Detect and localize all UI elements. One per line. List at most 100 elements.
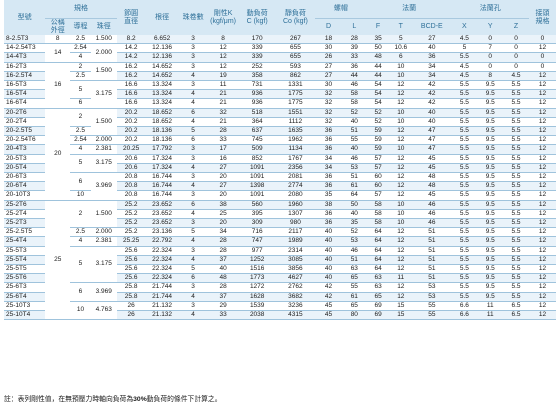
table-cell: 5.5 bbox=[503, 264, 529, 275]
table-cell: 51 bbox=[341, 126, 367, 137]
table-cell: 862 bbox=[275, 71, 316, 82]
table-cell: 0 bbox=[503, 35, 529, 45]
table-cell: 5.5 bbox=[503, 273, 529, 284]
model-cell: 25-10T4 bbox=[4, 310, 46, 321]
table-cell: 40 bbox=[315, 246, 342, 256]
table-cell: 64 bbox=[341, 190, 367, 201]
table-cell: 12 bbox=[528, 227, 556, 238]
table-cell: 1307 bbox=[275, 209, 316, 220]
table-cell: 9.5 bbox=[477, 163, 504, 174]
table-cell: 12 bbox=[207, 62, 239, 72]
table-cell: 25.8 bbox=[116, 292, 146, 302]
header-T: T bbox=[389, 18, 413, 35]
table-cell: 5.5 bbox=[451, 236, 478, 247]
table-cell: 637 bbox=[238, 126, 276, 137]
model-cell: 16-5T3 bbox=[4, 80, 46, 91]
table-cell: 5.5 bbox=[503, 236, 529, 247]
table-cell-merged: 4 bbox=[70, 236, 91, 247]
table-cell: 12 bbox=[389, 135, 413, 146]
table-cell: 3682 bbox=[275, 292, 316, 302]
table-cell: 33 bbox=[341, 52, 367, 63]
table-cell: 4 bbox=[178, 292, 208, 302]
table-cell: 5.5 bbox=[503, 144, 529, 155]
table-row: 25-4T4 4 2.381 25.25 22.792 4 28 747 1989 40 53 64 1… bbox=[4, 236, 556, 247]
table-cell: 65 bbox=[341, 301, 367, 312]
table-cell: 5.5 bbox=[503, 80, 529, 91]
table-cell: 339 bbox=[238, 52, 276, 63]
table-cell: 57 bbox=[366, 154, 390, 164]
table-cell: 22.792 bbox=[145, 236, 179, 247]
model-cell: 25-2T6 bbox=[4, 200, 46, 210]
table-cell: 55 bbox=[412, 301, 452, 312]
table-cell: 12 bbox=[528, 301, 556, 312]
table-cell: 28 bbox=[207, 126, 239, 137]
table-cell: 21.132 bbox=[145, 310, 179, 321]
table-cell: 33 bbox=[207, 135, 239, 146]
table-cell: 9.5 bbox=[477, 292, 504, 302]
table-cell: 3085 bbox=[275, 255, 316, 266]
table-cell: 38 bbox=[207, 200, 239, 210]
table-cell: 61 bbox=[341, 292, 367, 302]
table-cell: 34 bbox=[315, 163, 342, 174]
table-cell: 42 bbox=[315, 282, 342, 293]
table-cell: 0 bbox=[503, 52, 529, 63]
table-cell: 16.6 bbox=[116, 98, 146, 109]
table-cell: 51 bbox=[412, 236, 452, 247]
table-cell: 12 bbox=[528, 209, 556, 220]
table-cell: 36 bbox=[315, 135, 342, 146]
table-cell: 593 bbox=[275, 62, 316, 72]
table-cell-merged: 2.54 bbox=[70, 43, 91, 54]
table-cell: 54 bbox=[366, 98, 390, 109]
table-cell: 48 bbox=[412, 181, 452, 192]
table-cell: 34 bbox=[412, 62, 452, 72]
header-lead: 導程 bbox=[70, 18, 91, 35]
table-cell: 48 bbox=[412, 172, 452, 183]
table-cell: 12 bbox=[528, 246, 556, 256]
table-cell: 5.5 bbox=[451, 80, 478, 91]
table-cell: 64 bbox=[366, 227, 390, 238]
table-row: 20-6T4 20.8 16.744 4 27 1398 2774 36 61 60 12 48 5.5… bbox=[4, 181, 556, 192]
table-cell: 34 bbox=[315, 154, 342, 164]
table-cell: 54 bbox=[366, 89, 390, 100]
table-cell: 1272 bbox=[238, 282, 276, 293]
table-cell: 339 bbox=[238, 43, 276, 54]
table-cell: 11 bbox=[477, 301, 504, 312]
table-cell-merged: 2.5 bbox=[70, 126, 91, 137]
table-cell: 8 bbox=[477, 71, 504, 82]
table-cell: 4.5 bbox=[503, 71, 529, 82]
table-cell: 30 bbox=[315, 80, 342, 91]
table-cell: 40 bbox=[315, 236, 342, 247]
model-cell: 25-6T4 bbox=[4, 292, 46, 302]
table-cell: 395 bbox=[238, 209, 276, 220]
table-cell: 40 bbox=[207, 264, 239, 275]
table-cell: 12 bbox=[528, 264, 556, 275]
table-cell-merged: 2.381 bbox=[90, 236, 117, 247]
table-cell: 26 bbox=[116, 301, 146, 312]
table-cell: 12 bbox=[389, 154, 413, 164]
table-cell: 6.6 bbox=[451, 310, 478, 321]
table-cell: 26 bbox=[116, 310, 146, 321]
table-cell: 1635 bbox=[275, 126, 316, 137]
table-cell: 4 bbox=[178, 98, 208, 109]
table-cell: 16.6 bbox=[116, 89, 146, 100]
table-cell: 12.136 bbox=[145, 43, 179, 54]
table-cell: 20.2 bbox=[116, 135, 146, 146]
table-cell: 936 bbox=[238, 98, 276, 109]
table-cell: 51 bbox=[412, 255, 452, 266]
table-cell: 47 bbox=[412, 144, 452, 155]
table-cell: 3 bbox=[178, 172, 208, 183]
table-cell-merged: 14 bbox=[45, 43, 71, 63]
table-cell: 53 bbox=[412, 282, 452, 293]
table-cell: 36 bbox=[315, 218, 342, 229]
table-cell: 58 bbox=[366, 218, 390, 229]
table-cell: 80 bbox=[341, 310, 367, 321]
table-cell-merged: 3.969 bbox=[90, 282, 117, 302]
table-cell: 46 bbox=[412, 218, 452, 229]
table-cell: 35 bbox=[315, 190, 342, 201]
table-cell: 42 bbox=[412, 89, 452, 100]
table-cell-merged: 1.500 bbox=[90, 108, 117, 137]
table-row: 20-10T3 10 20.8 16.744 3 20 1091 2080 35 64 57 12 45… bbox=[4, 190, 556, 201]
table-cell: 2314 bbox=[275, 246, 316, 256]
table-cell: 63 bbox=[366, 273, 390, 284]
